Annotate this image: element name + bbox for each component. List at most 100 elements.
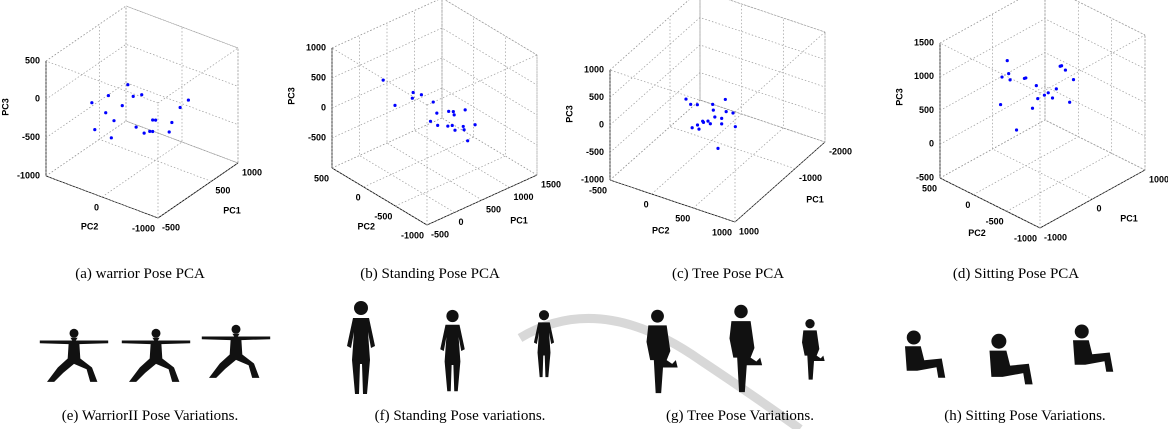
point bbox=[452, 113, 456, 117]
point bbox=[1042, 93, 1047, 97]
caption: (c) Tree Pose PCA bbox=[672, 266, 784, 282]
y-tick-label: 1000 bbox=[712, 227, 732, 237]
box-edge bbox=[426, 54, 538, 106]
box-edge bbox=[939, 42, 1041, 94]
grid-line bbox=[45, 82, 239, 138]
point bbox=[1046, 91, 1050, 95]
point bbox=[461, 124, 465, 129]
point bbox=[1068, 100, 1072, 104]
grid-line bbox=[939, 43, 1041, 229]
x-axis-label: PC1 bbox=[806, 194, 824, 204]
box-edge bbox=[609, 0, 690, 71]
point bbox=[711, 108, 715, 112]
point bbox=[733, 125, 737, 129]
grid-line bbox=[45, 43, 239, 100]
box-edge bbox=[441, 117, 538, 176]
point bbox=[998, 102, 1003, 107]
box-edge bbox=[331, 47, 428, 106]
grid-line bbox=[939, 0, 1146, 44]
point bbox=[381, 78, 385, 82]
point bbox=[154, 118, 158, 122]
grid-line bbox=[45, 120, 239, 177]
point bbox=[711, 102, 715, 106]
point bbox=[1063, 68, 1068, 72]
point bbox=[411, 90, 415, 95]
z-tick-label: 1000 bbox=[584, 64, 604, 74]
point bbox=[151, 118, 155, 122]
point bbox=[436, 123, 440, 127]
point bbox=[148, 129, 152, 133]
point bbox=[1008, 78, 1012, 82]
grid-line bbox=[939, 52, 1146, 111]
box-edge bbox=[1074, 0, 1146, 36]
point bbox=[1050, 96, 1055, 100]
x-tick-label: -500 bbox=[162, 222, 180, 232]
point bbox=[1014, 128, 1019, 132]
grid-line bbox=[331, 0, 538, 56]
z-axis-label: PC3 bbox=[564, 105, 574, 123]
point bbox=[724, 110, 728, 114]
z-tick-label: 500 bbox=[589, 92, 604, 102]
silhouette bbox=[989, 333, 1033, 385]
grid-line bbox=[609, 0, 701, 181]
grid-line bbox=[651, 4, 743, 195]
y-tick-label: 500 bbox=[675, 213, 690, 223]
silhouette bbox=[905, 330, 946, 378]
grid-line bbox=[1006, 18, 1113, 212]
point bbox=[463, 108, 467, 112]
grid-line bbox=[331, 0, 443, 169]
y-tick-label: -1000 bbox=[132, 223, 155, 233]
y-axis-label: PC2 bbox=[357, 222, 375, 232]
z-tick-label: -500 bbox=[308, 132, 326, 142]
point bbox=[689, 102, 693, 106]
point bbox=[720, 122, 724, 126]
caption: (d) Sitting Pose PCA bbox=[953, 266, 1079, 282]
watermark bbox=[517, 313, 803, 429]
point bbox=[393, 103, 397, 107]
point bbox=[716, 146, 720, 150]
point bbox=[140, 93, 144, 97]
point bbox=[1071, 78, 1076, 82]
x-tick-label: 500 bbox=[215, 186, 230, 196]
point bbox=[112, 119, 116, 123]
point bbox=[1000, 75, 1004, 79]
x-tick-label: 1000 bbox=[242, 167, 262, 177]
point bbox=[701, 120, 706, 124]
grid-line bbox=[669, 16, 796, 169]
point bbox=[684, 97, 688, 101]
point bbox=[1034, 84, 1038, 88]
grid-line bbox=[363, 17, 475, 188]
grid-line bbox=[1044, 0, 1146, 171]
grid-line bbox=[992, 14, 1093, 200]
point bbox=[151, 129, 155, 134]
point bbox=[690, 126, 694, 130]
point bbox=[473, 123, 477, 127]
point bbox=[450, 123, 454, 128]
caption: (g) Tree Pose Variations. bbox=[666, 408, 814, 424]
z-axis-label: PC3 bbox=[0, 98, 10, 116]
y-tick-label: 0 bbox=[356, 192, 361, 202]
point bbox=[723, 97, 727, 102]
y-tick-label: 0 bbox=[94, 202, 99, 212]
x-tick-label: 1000 bbox=[514, 192, 534, 202]
x-axis-label: PC1 bbox=[1120, 214, 1138, 224]
silhouette bbox=[440, 309, 465, 392]
point bbox=[428, 119, 433, 123]
box-edge bbox=[734, 31, 826, 113]
grid-line bbox=[609, 70, 736, 223]
point bbox=[1007, 72, 1011, 76]
z-tick-label: 1500 bbox=[914, 37, 934, 47]
grid-line bbox=[331, 87, 538, 146]
point bbox=[109, 136, 113, 140]
box-edge bbox=[728, 0, 826, 33]
y-tick-label: -500 bbox=[986, 217, 1004, 227]
point bbox=[131, 94, 135, 98]
point bbox=[1054, 87, 1058, 91]
z-tick-label: -1000 bbox=[17, 170, 40, 180]
point bbox=[695, 103, 699, 107]
x-tick-label: 1000 bbox=[1149, 174, 1168, 184]
y-tick-label: -500 bbox=[589, 185, 607, 195]
silhouette bbox=[347, 301, 375, 394]
point bbox=[93, 128, 97, 132]
grid-line bbox=[693, 18, 784, 209]
